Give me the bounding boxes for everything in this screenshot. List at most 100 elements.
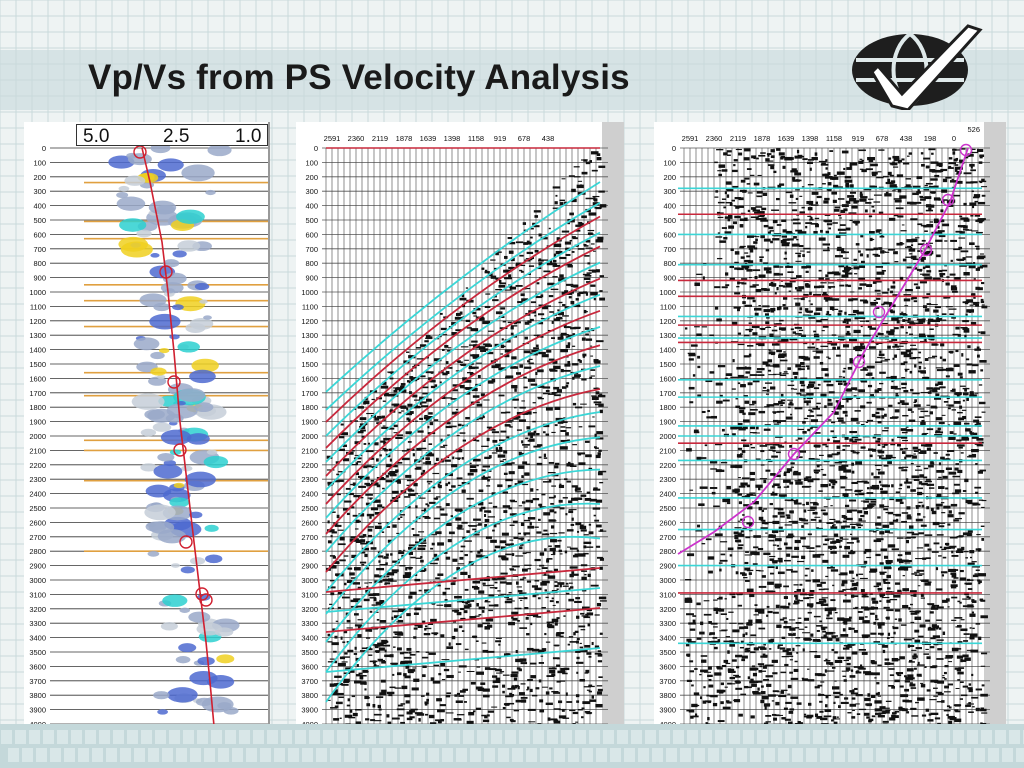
wiggle [937, 722, 941, 725]
wiggle [868, 230, 875, 234]
wiggle [879, 592, 886, 596]
wiggle [413, 483, 418, 487]
wiggle [593, 250, 596, 252]
wiggle [954, 667, 960, 670]
wiggle [436, 496, 441, 498]
wiggle [482, 582, 486, 585]
wiggle [734, 680, 739, 683]
wiggle [822, 324, 829, 328]
wiggle [580, 494, 587, 497]
wiggle [855, 349, 863, 352]
time-tick-label: 2300 [29, 475, 46, 484]
wiggle [765, 590, 774, 594]
wiggle [806, 547, 815, 549]
wiggle [446, 522, 452, 526]
wiggle [955, 463, 960, 466]
wiggle [828, 287, 832, 289]
wiggle [538, 262, 543, 266]
wiggle [799, 368, 805, 371]
wiggle [894, 679, 900, 683]
wiggle [733, 674, 740, 677]
wiggle [490, 539, 497, 543]
semblance-blob [188, 611, 211, 623]
wiggle [764, 664, 768, 666]
wiggle [816, 464, 822, 466]
wiggle [881, 415, 885, 419]
wiggle [926, 689, 931, 692]
wiggle [933, 643, 939, 646]
wiggle [719, 559, 728, 562]
wiggle [756, 157, 759, 160]
wiggle [921, 318, 926, 320]
wiggle [834, 520, 841, 522]
wiggle [470, 354, 475, 357]
wiggle [975, 569, 980, 571]
wiggle [799, 250, 805, 252]
wiggle [882, 175, 889, 178]
wiggle [778, 694, 787, 698]
wiggle [526, 689, 529, 691]
wiggle [925, 182, 933, 185]
wiggle [752, 332, 758, 336]
wiggle [813, 330, 817, 333]
wiggle [836, 417, 844, 420]
wiggle [562, 672, 568, 675]
wiggle [808, 300, 811, 302]
wiggle [783, 371, 788, 373]
wiggle [488, 502, 493, 504]
wiggle [837, 198, 845, 200]
time-tick-label: 2400 [301, 490, 318, 499]
wiggle [981, 186, 988, 188]
semblance-blob [184, 471, 216, 488]
wiggle [472, 528, 477, 531]
wiggle [364, 553, 368, 558]
wiggle [943, 296, 947, 299]
wiggle [559, 256, 567, 260]
wiggle [796, 651, 799, 654]
wiggle [735, 654, 743, 658]
wiggle [819, 620, 823, 623]
wiggle [904, 305, 909, 307]
wiggle [697, 365, 701, 369]
wiggle [783, 625, 792, 629]
wiggle [382, 644, 391, 647]
wiggle [789, 627, 796, 631]
wiggle [567, 265, 573, 268]
wiggle [539, 709, 545, 713]
wiggle [565, 292, 573, 295]
time-tick-label: 3400 [301, 634, 318, 643]
wiggle [756, 368, 765, 371]
wiggle [569, 212, 574, 216]
velocity-ratio-scale: 5.0 2.5 1.0 [76, 124, 268, 147]
wiggle [739, 189, 747, 193]
wiggle [780, 690, 785, 694]
wiggle [749, 667, 757, 671]
time-tick-label: 3700 [659, 677, 676, 686]
wiggle [919, 624, 926, 628]
wiggle [964, 388, 967, 392]
wiggle [477, 550, 481, 554]
wiggle [777, 184, 782, 189]
wiggle [480, 682, 486, 685]
wiggle [595, 454, 601, 459]
wiggle [342, 508, 349, 511]
wiggle [886, 609, 894, 612]
wiggle [974, 416, 982, 419]
wiggle [887, 544, 896, 548]
wiggle [596, 269, 600, 273]
wiggle [748, 572, 752, 575]
wiggle [553, 495, 556, 498]
wiggle [400, 383, 406, 386]
wiggle [573, 632, 576, 636]
wiggle [942, 319, 947, 321]
time-tick-label: 2900 [29, 562, 46, 571]
wiggle [422, 462, 429, 464]
wiggle [969, 163, 975, 167]
wiggle [939, 386, 946, 389]
wiggle [349, 463, 358, 466]
wiggle [374, 525, 382, 529]
wiggle [718, 596, 723, 600]
wiggle [886, 574, 891, 579]
wiggle [685, 643, 690, 647]
wiggle [554, 462, 560, 466]
